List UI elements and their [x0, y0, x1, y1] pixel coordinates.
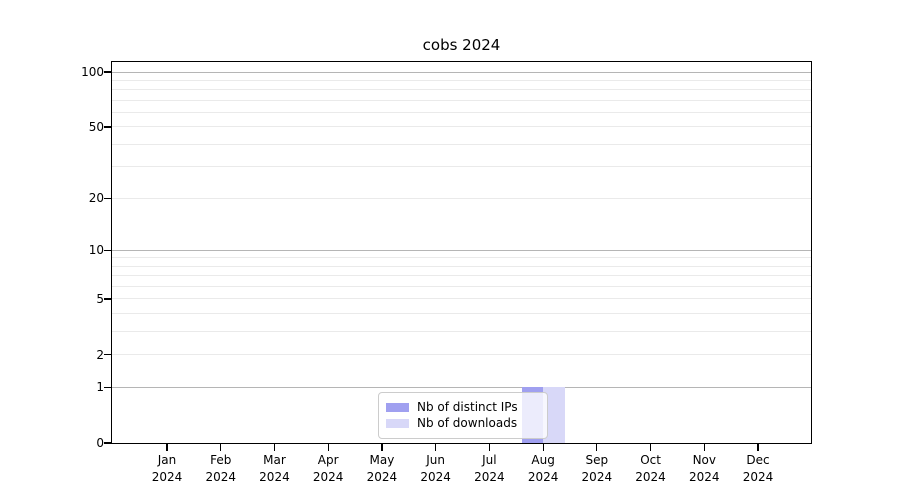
gridline-y-30 — [112, 166, 811, 168]
xtick-mark-5 — [381, 444, 383, 451]
gridline-y-5 — [112, 298, 811, 300]
xtick-label-jul-2024: Jul 2024 — [474, 453, 505, 484]
ytick-label-50: 50 — [88, 119, 104, 134]
xtick-mark-4 — [327, 444, 329, 451]
gridline-y-3 — [112, 331, 811, 333]
gridline-y-7 — [112, 275, 811, 277]
chart-title: cobs 2024 — [422, 36, 501, 54]
ytick-label-20: 20 — [88, 191, 104, 206]
gridline-y-80 — [112, 89, 811, 91]
legend: Nb of distinct IPs Nb of downloads — [378, 392, 548, 439]
gridline-y-10 — [112, 249, 811, 251]
xtick-mark-12 — [757, 444, 759, 451]
legend-swatch-distinct-ips — [386, 402, 409, 412]
xtick-label-dec-2024: Dec 2024 — [742, 453, 774, 484]
ytick-mark-100 — [104, 71, 111, 73]
gridline-y-40 — [112, 143, 811, 145]
xtick-mark-3 — [273, 444, 276, 451]
ytick-mark-0 — [104, 442, 111, 444]
xtick-label-apr-2024: Apr 2024 — [312, 453, 344, 484]
xtick-label-aug-2024: Aug 2024 — [527, 453, 559, 484]
gridline-y-4 — [112, 313, 811, 315]
gridline-y-8 — [112, 265, 811, 267]
xtick-mark-9 — [596, 444, 598, 451]
ytick-label-1: 1 — [96, 380, 104, 395]
gridline-y-1 — [112, 386, 811, 388]
ytick-label-5: 5 — [96, 291, 104, 306]
ytick-label-10: 10 — [88, 243, 104, 258]
ytick-mark-2 — [104, 354, 111, 356]
xtick-label-nov-2024: Nov 2024 — [689, 453, 720, 484]
gridline-y-100 — [112, 71, 811, 73]
gridline-y-50 — [112, 126, 811, 128]
ytick-label-0: 0 — [96, 436, 104, 450]
gridline-y-90 — [112, 79, 811, 81]
ytick-mark-50 — [104, 126, 111, 128]
plot-area: Nb of distinct IPs Nb of downloads — [111, 61, 812, 444]
xtick-mark-6 — [435, 444, 437, 451]
legend-label-downloads: Nb of downloads — [417, 416, 518, 430]
ytick-label-100: 100 — [81, 65, 104, 79]
legend-label-distinct-ips: Nb of distinct IPs — [417, 400, 518, 414]
gridline-y-70 — [112, 99, 811, 101]
xtick-label-feb-2024: Feb 2024 — [205, 453, 236, 484]
xtick-mark-1 — [166, 444, 168, 451]
xtick-label-jan-2024: Jan 2024 — [151, 453, 183, 484]
legend-item-downloads: Nb of downloads — [386, 416, 538, 430]
gridline-y-60 — [112, 112, 811, 114]
xtick-mark-10 — [649, 444, 652, 451]
ytick-mark-1 — [104, 386, 111, 388]
gridline-y-2 — [112, 354, 811, 356]
ytick-mark-20 — [104, 197, 111, 199]
xtick-label-may-2024: May 2024 — [366, 453, 398, 484]
xtick-label-oct-2024: Oct 2024 — [635, 453, 666, 484]
legend-item-distinct-ips: Nb of distinct IPs — [386, 400, 538, 414]
ytick-mark-5 — [104, 298, 111, 300]
xtick-mark-11 — [703, 444, 705, 451]
xtick-label-sep-2024: Sep 2024 — [581, 453, 613, 484]
bar-aug-2024-series-1 — [543, 387, 565, 443]
ytick-mark-10 — [104, 249, 111, 251]
xtick-mark-2 — [220, 444, 222, 451]
ytick-label-2: 2 — [96, 347, 104, 362]
legend-swatch-downloads — [386, 418, 409, 428]
gridline-y-9 — [112, 257, 811, 259]
xtick-mark-8 — [542, 444, 544, 451]
xtick-mark-7 — [488, 444, 490, 451]
xtick-label-jun-2024: Jun 2024 — [420, 453, 451, 484]
gridline-y-20 — [112, 197, 811, 199]
xtick-label-mar-2024: Mar 2024 — [259, 453, 290, 484]
gridline-y-6 — [112, 286, 811, 288]
